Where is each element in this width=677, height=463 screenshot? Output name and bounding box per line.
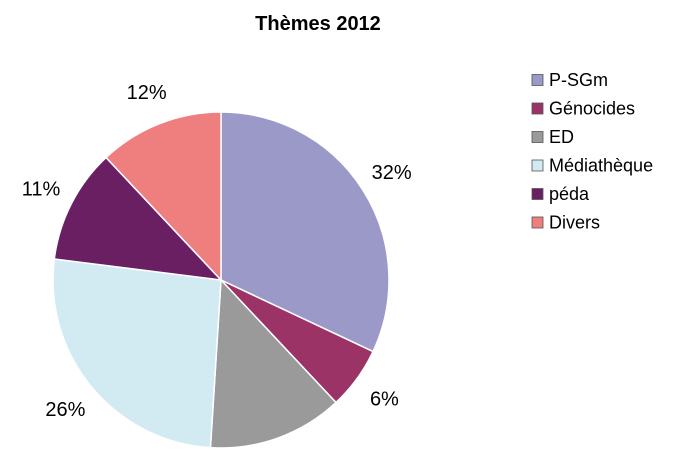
slice-label: 32% <box>372 162 412 184</box>
legend-swatch <box>531 131 544 143</box>
slice-label: 11% <box>22 178 61 200</box>
legend-swatch <box>531 188 544 200</box>
legend-swatch <box>531 216 544 229</box>
slice-labels: 32% 6% 13% 26% 11% 12% <box>22 82 412 463</box>
legend-label: ED <box>549 127 574 147</box>
legend-label: Médiathèque <box>549 156 653 176</box>
legend-label: Génocides <box>549 99 635 119</box>
slice-label: 6% <box>370 389 399 411</box>
pie-slice-ed <box>209 278 338 449</box>
slice-label: 12% <box>127 82 167 104</box>
legend-label: Divers <box>549 213 600 233</box>
legend-swatch <box>531 102 544 115</box>
legend-swatch <box>531 159 544 172</box>
pie-slice-p-sgm <box>220 111 390 353</box>
slice-label: 26% <box>45 399 85 421</box>
pie-slice-p-da <box>53 156 223 282</box>
legend-label: P-SGm <box>549 70 608 90</box>
pie-slice-m-diath-que <box>52 258 222 449</box>
legend: P-SGm Génocides ED Médiathèque péda Divers <box>531 70 653 233</box>
legend-swatch <box>531 74 544 86</box>
slice-label: 13% <box>269 460 309 463</box>
pie-slice-divers <box>104 111 222 282</box>
legend-label: péda <box>549 184 590 204</box>
pie-slices <box>52 111 390 449</box>
chart-title: Thèmes 2012 <box>255 13 381 35</box>
